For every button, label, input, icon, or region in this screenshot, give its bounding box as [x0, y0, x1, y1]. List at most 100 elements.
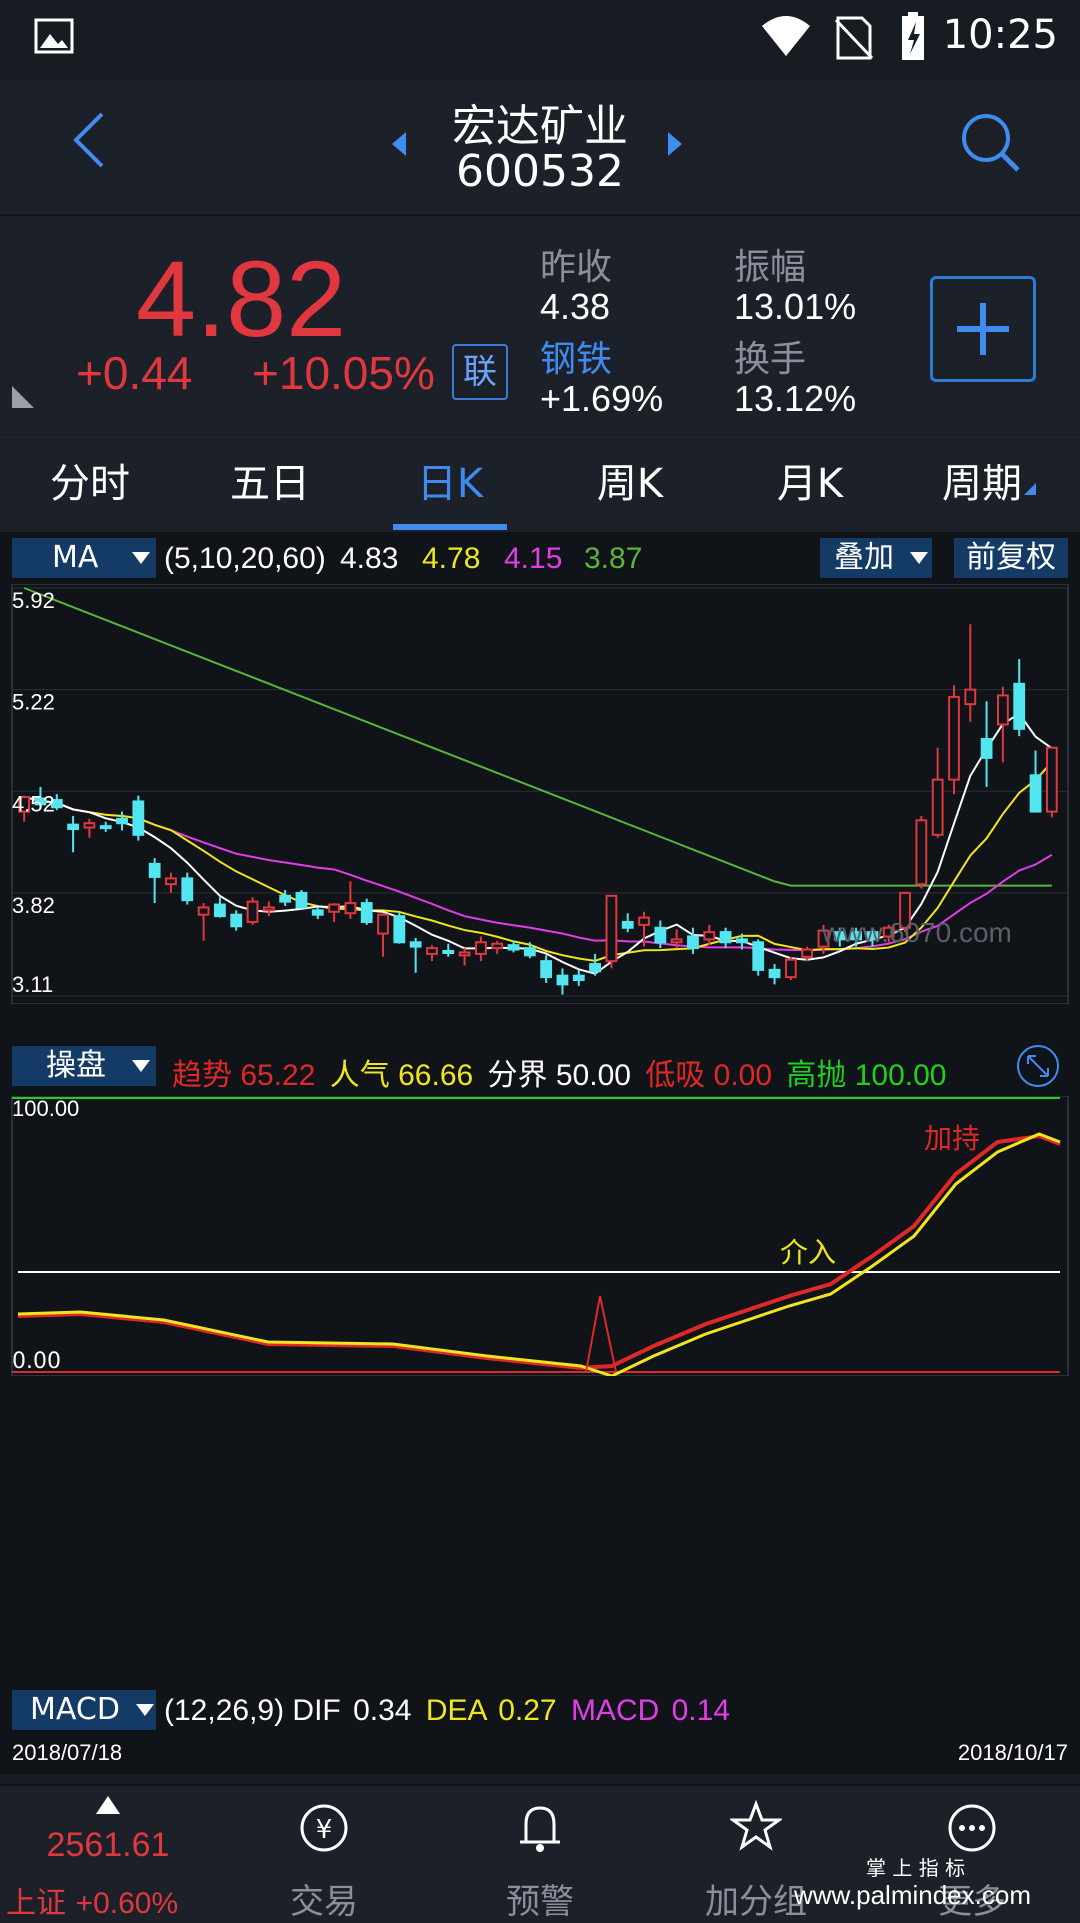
candle-body — [915, 819, 928, 886]
candle-body — [1029, 774, 1042, 813]
prev-stock-icon[interactable] — [388, 130, 410, 158]
status-time: 10:25 — [942, 12, 1058, 58]
candle-body — [736, 938, 748, 944]
add-watchlist-button[interactable] — [930, 276, 1036, 382]
candle-body — [948, 695, 960, 781]
tab-intraday[interactable]: 分时 — [50, 461, 130, 507]
nav-index[interactable]: 2561.61 上证 +0.60% — [0, 1786, 216, 1922]
candle-body — [719, 931, 732, 944]
candle-body — [850, 931, 862, 941]
nav-add-group[interactable]: 加分组 — [648, 1786, 864, 1922]
popularity-value: 66.66 — [398, 1059, 474, 1092]
trend-line — [17, 1133, 1061, 1371]
ma-select-label: MA — [52, 540, 99, 575]
nav-alert[interactable]: 预警 — [432, 1786, 648, 1922]
popularity-line — [17, 1132, 1061, 1376]
tab-daily-k[interactable]: 日K — [416, 461, 484, 507]
plus-icon — [957, 303, 1009, 355]
candle-body — [393, 915, 406, 944]
ma5-value: 4.83 — [340, 542, 399, 575]
candle-body — [784, 958, 797, 979]
trend-label: 趋势 — [172, 1059, 232, 1092]
tab-five-day[interactable]: 五日 — [230, 461, 310, 507]
dropdown-corner-icon — [1024, 483, 1036, 495]
candle-body — [377, 913, 389, 935]
tab-monthly-k[interactable]: 月K — [776, 461, 844, 507]
candle-body — [344, 902, 357, 915]
candle-body — [246, 900, 259, 923]
index-row: 上证 +0.60% — [6, 1878, 178, 1922]
entry-annotation: 介入 — [780, 1236, 836, 1269]
prev-close-value: 4.38 — [540, 286, 611, 327]
nav-add-group-label: 加分组 — [705, 1882, 807, 1922]
high-sell-value: 100.00 — [854, 1059, 947, 1092]
candle-body — [311, 909, 324, 916]
next-stock-icon[interactable] — [664, 130, 686, 158]
tab-period[interactable]: 周期 — [900, 436, 1080, 532]
candle-body — [638, 916, 650, 926]
indicator-chart[interactable]: 100.00 介入 加持 0.00 — [0, 1096, 1080, 1376]
back-icon[interactable] — [68, 110, 108, 170]
search-icon[interactable] — [958, 110, 1022, 174]
fullscreen-icon[interactable] — [1016, 1044, 1060, 1088]
signal-spike — [585, 1295, 617, 1373]
macd-label: MACD — [570, 1694, 660, 1727]
low-buy-value: 0.00 — [713, 1059, 773, 1092]
candle-body — [230, 913, 243, 928]
candle-body — [752, 941, 765, 971]
candle-body — [67, 823, 79, 831]
sector-link[interactable]: 钢铁 — [540, 339, 613, 380]
turnover-value: 13.12% — [734, 378, 857, 419]
stock-name: 宏达矿业 — [452, 101, 628, 152]
nav-trade-label: 交易 — [290, 1882, 358, 1922]
candle-body — [360, 902, 373, 923]
battery-charging-icon — [902, 12, 924, 60]
candle-body — [801, 948, 814, 958]
prev-close-label: 昨收 — [540, 247, 613, 288]
indicator-select-label: 操盘 — [46, 1048, 106, 1083]
end-date: 2018/10/17 — [957, 1740, 1068, 1765]
price-gridlines — [12, 587, 1068, 997]
indicator-legend: 趋势 65.22 人气 66.66 分界 50.00 低吸 0.00 高抛 10… — [172, 1050, 946, 1094]
chevron-down-icon — [132, 552, 150, 564]
nav-trade[interactable]: ¥ 交易 — [216, 1786, 432, 1922]
wifi-icon — [762, 16, 810, 56]
candle-body — [197, 906, 210, 916]
candle-body — [132, 800, 145, 836]
indicator-select[interactable]: 操盘 — [12, 1046, 156, 1086]
price-axis-ticks: 5.92 5.22 4.52 3.82 3.11 — [12, 588, 55, 997]
candlestick-chart[interactable]: 5.92 5.22 4.52 3.82 3.11 www.6070.com — [0, 584, 1080, 1004]
candle-body — [165, 877, 177, 886]
sector-change: +1.69% — [540, 378, 664, 419]
macd-select[interactable]: MACD — [12, 1690, 156, 1730]
price-chart-frame — [11, 584, 1069, 1004]
ma5-polyline — [23, 712, 1053, 975]
star-icon — [730, 1800, 782, 1851]
dif-label: DIF — [292, 1694, 341, 1727]
candle-body — [83, 822, 96, 829]
triangle-up-icon — [96, 1796, 120, 1814]
ma10-polyline — [23, 761, 1053, 962]
adjust-button[interactable]: 前复权 — [954, 538, 1068, 578]
divide-value: 50.00 — [555, 1059, 631, 1092]
amplitude-label: 振幅 — [734, 247, 807, 288]
candle-body — [409, 941, 422, 948]
ma5-line — [23, 712, 1053, 975]
period-tabs: 分时 五日 日K 周K 月K 周期 — [0, 436, 1080, 534]
trend-value: 65.22 — [240, 1059, 316, 1092]
hold-annotation: 加持 — [924, 1122, 980, 1155]
trade-icon: ¥ — [300, 1804, 348, 1852]
overlay-select[interactable]: 叠加 — [820, 538, 932, 578]
linkage-button[interactable]: 联 — [452, 344, 508, 400]
candle-body — [540, 960, 553, 979]
price-change-pct: +10.05% — [252, 347, 435, 399]
no-sim-icon — [834, 16, 874, 60]
candle-body — [116, 817, 128, 825]
tab-weekly-k[interactable]: 周K — [596, 461, 664, 507]
nav-more[interactable]: 更多 — [864, 1786, 1080, 1922]
chevron-down-icon — [136, 1704, 154, 1716]
macd-value: 0.14 — [671, 1694, 731, 1727]
ma-select[interactable]: MA — [12, 538, 156, 578]
expand-corner-icon[interactable] — [10, 384, 36, 410]
bell-icon — [520, 1806, 560, 1852]
